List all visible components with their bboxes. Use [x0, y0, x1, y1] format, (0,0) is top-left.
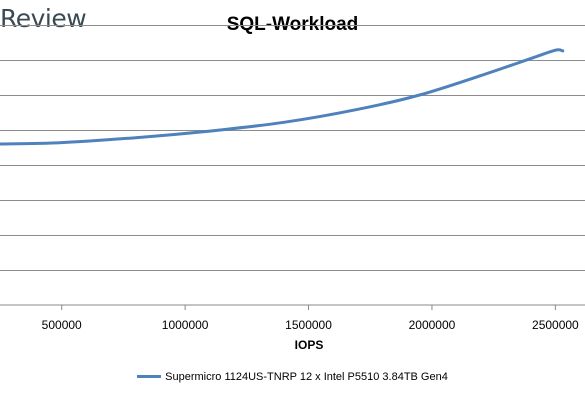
x-tick-label-1000000: 1000000: [162, 318, 209, 332]
legend-swatch: [137, 374, 162, 378]
brand-logo: Review: [0, 4, 87, 33]
x-tick-label-2500000: 2500000: [532, 318, 579, 332]
x-axis-title: IOPS: [295, 338, 324, 352]
legend-label: Supermicro 1124US-TNRP 12 x Intel P5510 …: [165, 371, 448, 383]
series-layer: [0, 48, 565, 146]
series-line-0: [0, 48, 565, 146]
legend: Supermicro 1124US-TNRP 12 x Intel P5510 …: [0, 371, 585, 383]
x-tick-label-1500000: 1500000: [285, 318, 332, 332]
x-axis-ticks: 500000 1000000 1500000 2000000 2500000: [42, 305, 579, 332]
grid-lines: [0, 25, 585, 306]
x-tick-label-2000000: 2000000: [409, 318, 456, 332]
x-tick-label-500000: 500000: [42, 318, 82, 332]
chart-title: SQL-Workload: [226, 14, 359, 35]
